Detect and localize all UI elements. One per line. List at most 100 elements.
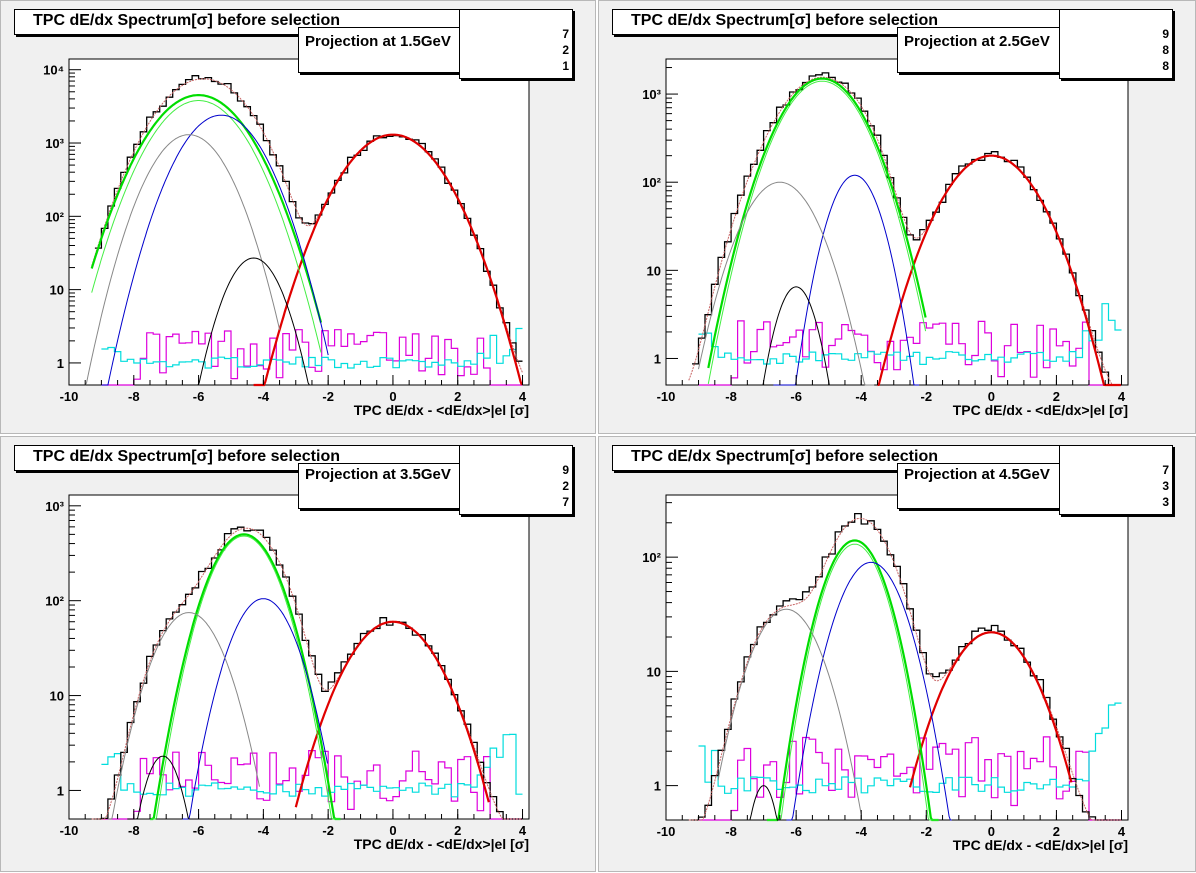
x-tick-label: 2 xyxy=(1053,824,1060,839)
stats-box-2: 9 8 8 xyxy=(1059,9,1173,79)
x-tick-label: -10 xyxy=(60,823,79,838)
x-axis-label: TPC dE/dx - <dE/dx>|el [σ] xyxy=(953,837,1128,853)
plot-frame xyxy=(665,494,1129,821)
stats-box-4: 7 3 3 xyxy=(1059,445,1173,515)
x-tick-label: -2 xyxy=(322,823,334,838)
x-tick-label: -6 xyxy=(790,824,802,839)
plot-frame xyxy=(68,58,530,386)
proton-fit-curve xyxy=(698,181,875,386)
kaon-fit-curve xyxy=(182,598,328,820)
pion_alt-fit-curve xyxy=(91,100,322,353)
x-tick-label: -2 xyxy=(322,389,334,404)
proton-fit-curve xyxy=(717,608,862,815)
plot-svg-3: -10 -8 -6 -4 -2 0 2 4 1 10 10² 10³ TPC dE/dx - <dE/d… xyxy=(45,494,530,852)
deuteron-fit-curve xyxy=(127,755,195,820)
residual-histogram-magenta xyxy=(101,329,523,386)
stat-value: 8 xyxy=(1162,59,1169,73)
x-tick-label: -10 xyxy=(657,389,676,404)
y-tick-label: 10³ xyxy=(45,136,64,151)
y-tick-label: 10² xyxy=(45,594,64,609)
electron-fit-curve xyxy=(253,133,523,387)
kaon-fit-curve xyxy=(101,114,329,386)
pion-fit-curve xyxy=(707,77,927,369)
y-tick-label: 10 xyxy=(50,283,64,298)
plot-pad-1: -10 -8 -6 -4 -2 0 2 4 1 10 10² 10³ 10⁴ TPC dE/dx - <d… xyxy=(0,0,596,434)
total-fit-curve xyxy=(688,76,1122,386)
x-tick-label: -6 xyxy=(193,823,205,838)
electron-fit-curve xyxy=(877,154,1121,387)
electron-fit-curve xyxy=(908,631,1073,788)
proton-fit-curve xyxy=(84,134,281,386)
x-tick-label: -8 xyxy=(725,389,737,404)
stat-value: 7 xyxy=(562,27,569,41)
stat-value: 8 xyxy=(1162,43,1169,57)
plot-svg-4: -10 -8 -6 -4 -2 0 2 4 1 10 10² TPC dE/dx - <dE/dx>|… xyxy=(642,494,1129,853)
stat-value: 3 xyxy=(1162,495,1169,509)
x-tick-label: -4 xyxy=(855,824,867,839)
x-tick-label: -8 xyxy=(725,824,737,839)
x-tick-label: -4 xyxy=(855,389,867,404)
y-tick-label: 10 xyxy=(50,689,64,704)
residual-histogram-cyan xyxy=(101,733,523,798)
y-tick-label: 10 xyxy=(647,263,661,278)
y-tick-label: 10² xyxy=(45,209,64,224)
residual-histogram-magenta xyxy=(698,320,1122,386)
y-tick-label: 1 xyxy=(57,783,64,798)
x-tick-label: 0 xyxy=(988,824,995,839)
stat-value: 3 xyxy=(1162,479,1169,493)
plot-pad-3: -10 -8 -6 -4 -2 0 2 4 1 10 10² 10³ TPC dE/dx - <dE/d… xyxy=(0,436,596,872)
pion_alt-fit-curve xyxy=(707,80,927,384)
x-tick-label: -10 xyxy=(60,389,79,404)
pion-fit-curve xyxy=(90,94,323,323)
y-tick-label: 1 xyxy=(654,351,661,366)
x-tick-label: -6 xyxy=(193,389,205,404)
y-tick-label: 10 xyxy=(647,664,661,679)
x-tick-label: 0 xyxy=(988,389,995,404)
deuteron-fit-curve xyxy=(188,257,311,386)
residual-histogram-cyan xyxy=(101,327,523,369)
stat-value: 7 xyxy=(562,495,569,509)
x-tick-label: -2 xyxy=(921,824,933,839)
x-tick-label: -4 xyxy=(258,823,270,838)
x-axis-label: TPC dE/dx - <dE/dx>|el [σ] xyxy=(953,402,1128,418)
total-fit-curve xyxy=(91,78,523,373)
stat-value: 7 xyxy=(1162,463,1169,477)
x-axis-label: TPC dE/dx - <dE/dx>|el [σ] xyxy=(354,402,529,418)
x-axis-label: TPC dE/dx - <dE/dx>|el [σ] xyxy=(354,836,529,852)
plot-title-4: TPC dE/dx Spectrum[σ] before selection xyxy=(612,445,1155,471)
x-tick-label: -2 xyxy=(921,389,933,404)
electron-fit-curve xyxy=(294,620,490,808)
stat-value: 1 xyxy=(562,59,569,73)
proton-fit-curve xyxy=(107,612,260,820)
x-tick-label: 4 xyxy=(519,389,527,404)
x-tick-label: -10 xyxy=(657,824,676,839)
stat-value: 9 xyxy=(562,463,569,477)
x-tick-label: -6 xyxy=(790,389,802,404)
y-tick-label: 10³ xyxy=(642,87,661,102)
plot-pad-4: -10 -8 -6 -4 -2 0 2 4 1 10 10² TPC dE/dx - <dE/dx>|… xyxy=(598,436,1196,872)
x-tick-label: 4 xyxy=(1118,389,1126,404)
plot-pad-2: -10 -8 -6 -4 -2 0 2 4 1 10 10² 10³ TPC dE/dx - <dE/d… xyxy=(598,0,1196,434)
residual-histogram-cyan xyxy=(698,702,1122,794)
stats-box-1: 7 2 1 xyxy=(459,9,573,79)
y-tick-label: 10² xyxy=(642,175,661,190)
plot-frame xyxy=(68,494,530,820)
stat-value: 9 xyxy=(1162,27,1169,41)
y-tick-label: 1 xyxy=(57,356,64,371)
y-tick-label: 10² xyxy=(642,550,661,565)
stat-value: 2 xyxy=(562,43,569,57)
deuteron-fit-curve xyxy=(753,286,841,386)
kaon-fit-curve xyxy=(786,561,952,821)
pion_alt-fit-curve xyxy=(150,535,341,820)
deuteron-fit-curve xyxy=(740,785,786,821)
pion-fit-curve xyxy=(766,539,939,822)
kaon-fit-curve xyxy=(773,174,920,386)
x-tick-label: 2 xyxy=(1053,389,1060,404)
x-tick-label: 2 xyxy=(454,823,461,838)
pion_alt-fit-curve xyxy=(766,543,939,821)
y-tick-label: 10⁴ xyxy=(43,63,64,78)
stats-box-3: 9 2 7 xyxy=(459,445,573,515)
x-tick-label: 2 xyxy=(454,389,461,404)
x-tick-label: -8 xyxy=(128,823,140,838)
y-tick-label: 10³ xyxy=(45,499,64,514)
